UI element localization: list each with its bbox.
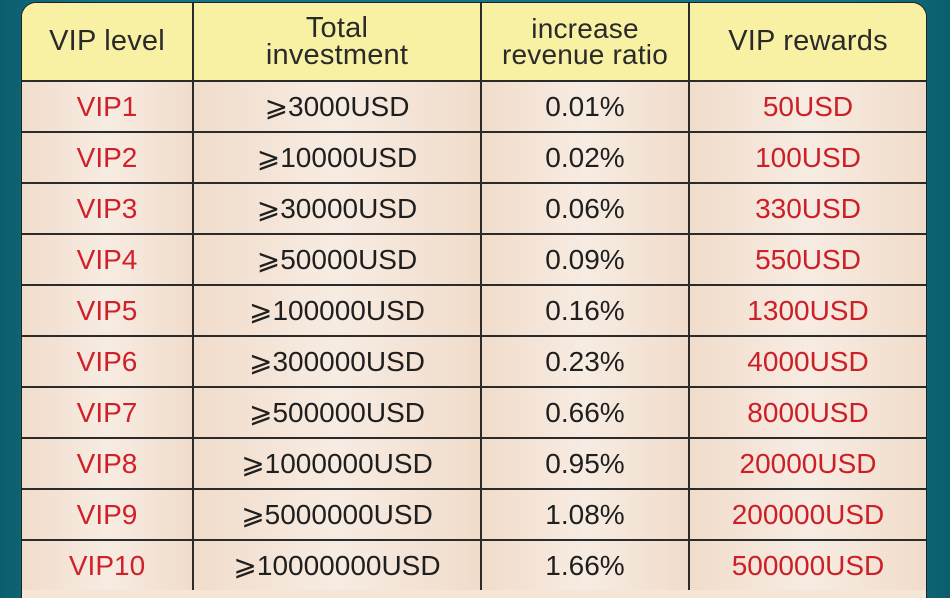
table-row: VIP8 ⩾1000000USD 0.95% 20000USD	[22, 438, 926, 490]
table-row: VIP9 ⩾5000000USD 1.08% 200000USD	[22, 489, 926, 541]
vip-level-cell: VIP1	[22, 81, 194, 133]
vip-level-cell: VIP6	[22, 336, 194, 388]
table-row: VIP2 ⩾10000USD 0.02% 100USD	[22, 132, 926, 184]
table-header-row: VIP level Total investment increase reve…	[22, 3, 926, 82]
vip-level-cell: VIP10	[22, 540, 194, 590]
revenue-ratio-cell: 0.95%	[481, 438, 690, 490]
header-vip-rewards: VIP rewards	[689, 3, 926, 82]
total-investment-cell: ⩾5000000USD	[193, 489, 482, 541]
total-investment-cell: ⩾50000USD	[193, 234, 482, 286]
table-row: VIP7 ⩾500000USD 0.66% 8000USD	[22, 387, 926, 439]
vip-level-cell: VIP8	[22, 438, 194, 490]
vip-reward-cell: 200000USD	[689, 489, 926, 541]
header-total-investment: Total investment	[193, 3, 482, 82]
vip-reward-cell: 8000USD	[689, 387, 926, 439]
vip-level-cell: VIP4	[22, 234, 194, 286]
vip-reward-cell: 550USD	[689, 234, 926, 286]
vip-reward-cell: 1300USD	[689, 285, 926, 337]
vip-table: VIP level Total investment increase reve…	[22, 3, 926, 590]
table-row: VIP6 ⩾300000USD 0.23% 4000USD	[22, 336, 926, 388]
table-row: VIP4 ⩾50000USD 0.09% 550USD	[22, 234, 926, 286]
revenue-ratio-cell: 0.66%	[481, 387, 690, 439]
total-investment-cell: ⩾1000000USD	[193, 438, 482, 490]
vip-reward-cell: 500000USD	[689, 540, 926, 590]
table-row: VIP1 ⩾3000USD 0.01% 50USD	[22, 81, 926, 133]
total-investment-cell: ⩾500000USD	[193, 387, 482, 439]
table-row: VIP5 ⩾100000USD 0.16% 1300USD	[22, 285, 926, 337]
vip-level-cell: VIP7	[22, 387, 194, 439]
table-row: VIP3 ⩾30000USD 0.06% 330USD	[22, 183, 926, 235]
vip-level-cell: VIP9	[22, 489, 194, 541]
revenue-ratio-cell: 0.06%	[481, 183, 690, 235]
vip-reward-cell: 4000USD	[689, 336, 926, 388]
revenue-ratio-cell: 1.66%	[481, 540, 690, 590]
revenue-ratio-cell: 0.09%	[481, 234, 690, 286]
total-investment-cell: ⩾3000USD	[193, 81, 482, 133]
header-revenue-ratio: increase revenue ratio	[481, 3, 690, 82]
vip-reward-cell: 50USD	[689, 81, 926, 133]
revenue-ratio-cell: 0.02%	[481, 132, 690, 184]
vip-level-cell: VIP5	[22, 285, 194, 337]
vip-table-card: VIP level Total investment increase reve…	[22, 3, 926, 598]
vip-reward-cell: 20000USD	[689, 438, 926, 490]
total-investment-cell: ⩾10000000USD	[193, 540, 482, 590]
revenue-ratio-cell: 0.23%	[481, 336, 690, 388]
revenue-ratio-cell: 1.08%	[481, 489, 690, 541]
vip-reward-cell: 330USD	[689, 183, 926, 235]
total-investment-cell: ⩾300000USD	[193, 336, 482, 388]
revenue-ratio-cell: 0.16%	[481, 285, 690, 337]
vip-reward-cell: 100USD	[689, 132, 926, 184]
header-vip-level: VIP level	[22, 3, 194, 82]
total-investment-cell: ⩾10000USD	[193, 132, 482, 184]
table-row: VIP10 ⩾10000000USD 1.66% 500000USD	[22, 540, 926, 590]
total-investment-cell: ⩾30000USD	[193, 183, 482, 235]
vip-level-cell: VIP2	[22, 132, 194, 184]
revenue-ratio-cell: 0.01%	[481, 81, 690, 133]
vip-level-cell: VIP3	[22, 183, 194, 235]
total-investment-cell: ⩾100000USD	[193, 285, 482, 337]
